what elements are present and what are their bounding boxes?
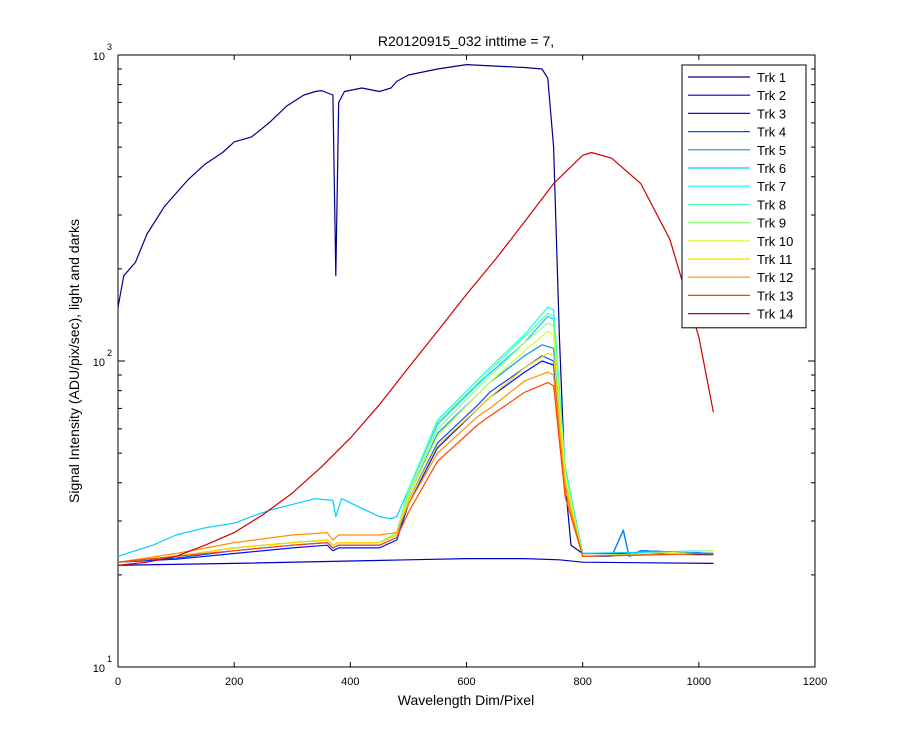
legend-label: Trk 10 [757,234,793,249]
y-tick-label: 10 [93,357,105,369]
legend-label: Trk 3 [757,106,786,121]
x-tick-label: 0 [115,676,121,688]
legend-label: Trk 13 [757,288,793,303]
series-line-trk-11 [117,352,714,563]
legend-label: Trk 9 [757,216,786,231]
x-tick-label: 800 [573,676,591,688]
y-axis-label: Signal Intensity (ADU/pix/sec), light an… [66,219,82,503]
legend-label: Trk 12 [757,270,793,285]
y-tick-label: 10 [93,51,105,63]
legend-label: Trk 5 [757,143,786,158]
legend-label: Trk 2 [757,88,786,103]
series-line-trk-13 [117,382,714,563]
y-tick-exponent: 1 [107,654,112,664]
series-line-trk-14 [117,151,714,566]
legend-label: Trk 4 [757,125,786,140]
legend-label: Trk 1 [757,70,786,85]
series-lines [117,63,714,566]
y-tick-exponent: 3 [107,42,112,52]
legend-box [681,64,807,329]
legend-label: Trk 14 [757,307,793,322]
legend-label: Trk 11 [757,252,792,267]
series-line-trk-12 [117,371,714,563]
legend-label: Trk 7 [757,179,786,194]
y-tick-exponent: 2 [107,348,112,358]
chart-title: R20120915_032 inttime = 7, [378,33,554,49]
x-tick-label: 1000 [687,676,711,688]
series-line-trk-2 [117,557,714,566]
legend-label: Trk 6 [757,161,786,176]
x-axis-label: Wavelength Dim/Pixel [398,692,534,708]
legend-label: Trk 8 [757,197,786,212]
x-tick-label: 1200 [803,676,827,688]
series-line-trk-6 [117,315,714,557]
y-tick-label: 10 [93,663,105,675]
legend: Trk 1 Trk 2 Trk 3 Trk 4 Trk 5 Trk 6 Trk 7 Trk 8… [681,64,807,329]
x-tick-label: 200 [225,676,243,688]
x-tick-label: 600 [457,676,475,688]
x-tick-label: 400 [341,676,359,688]
